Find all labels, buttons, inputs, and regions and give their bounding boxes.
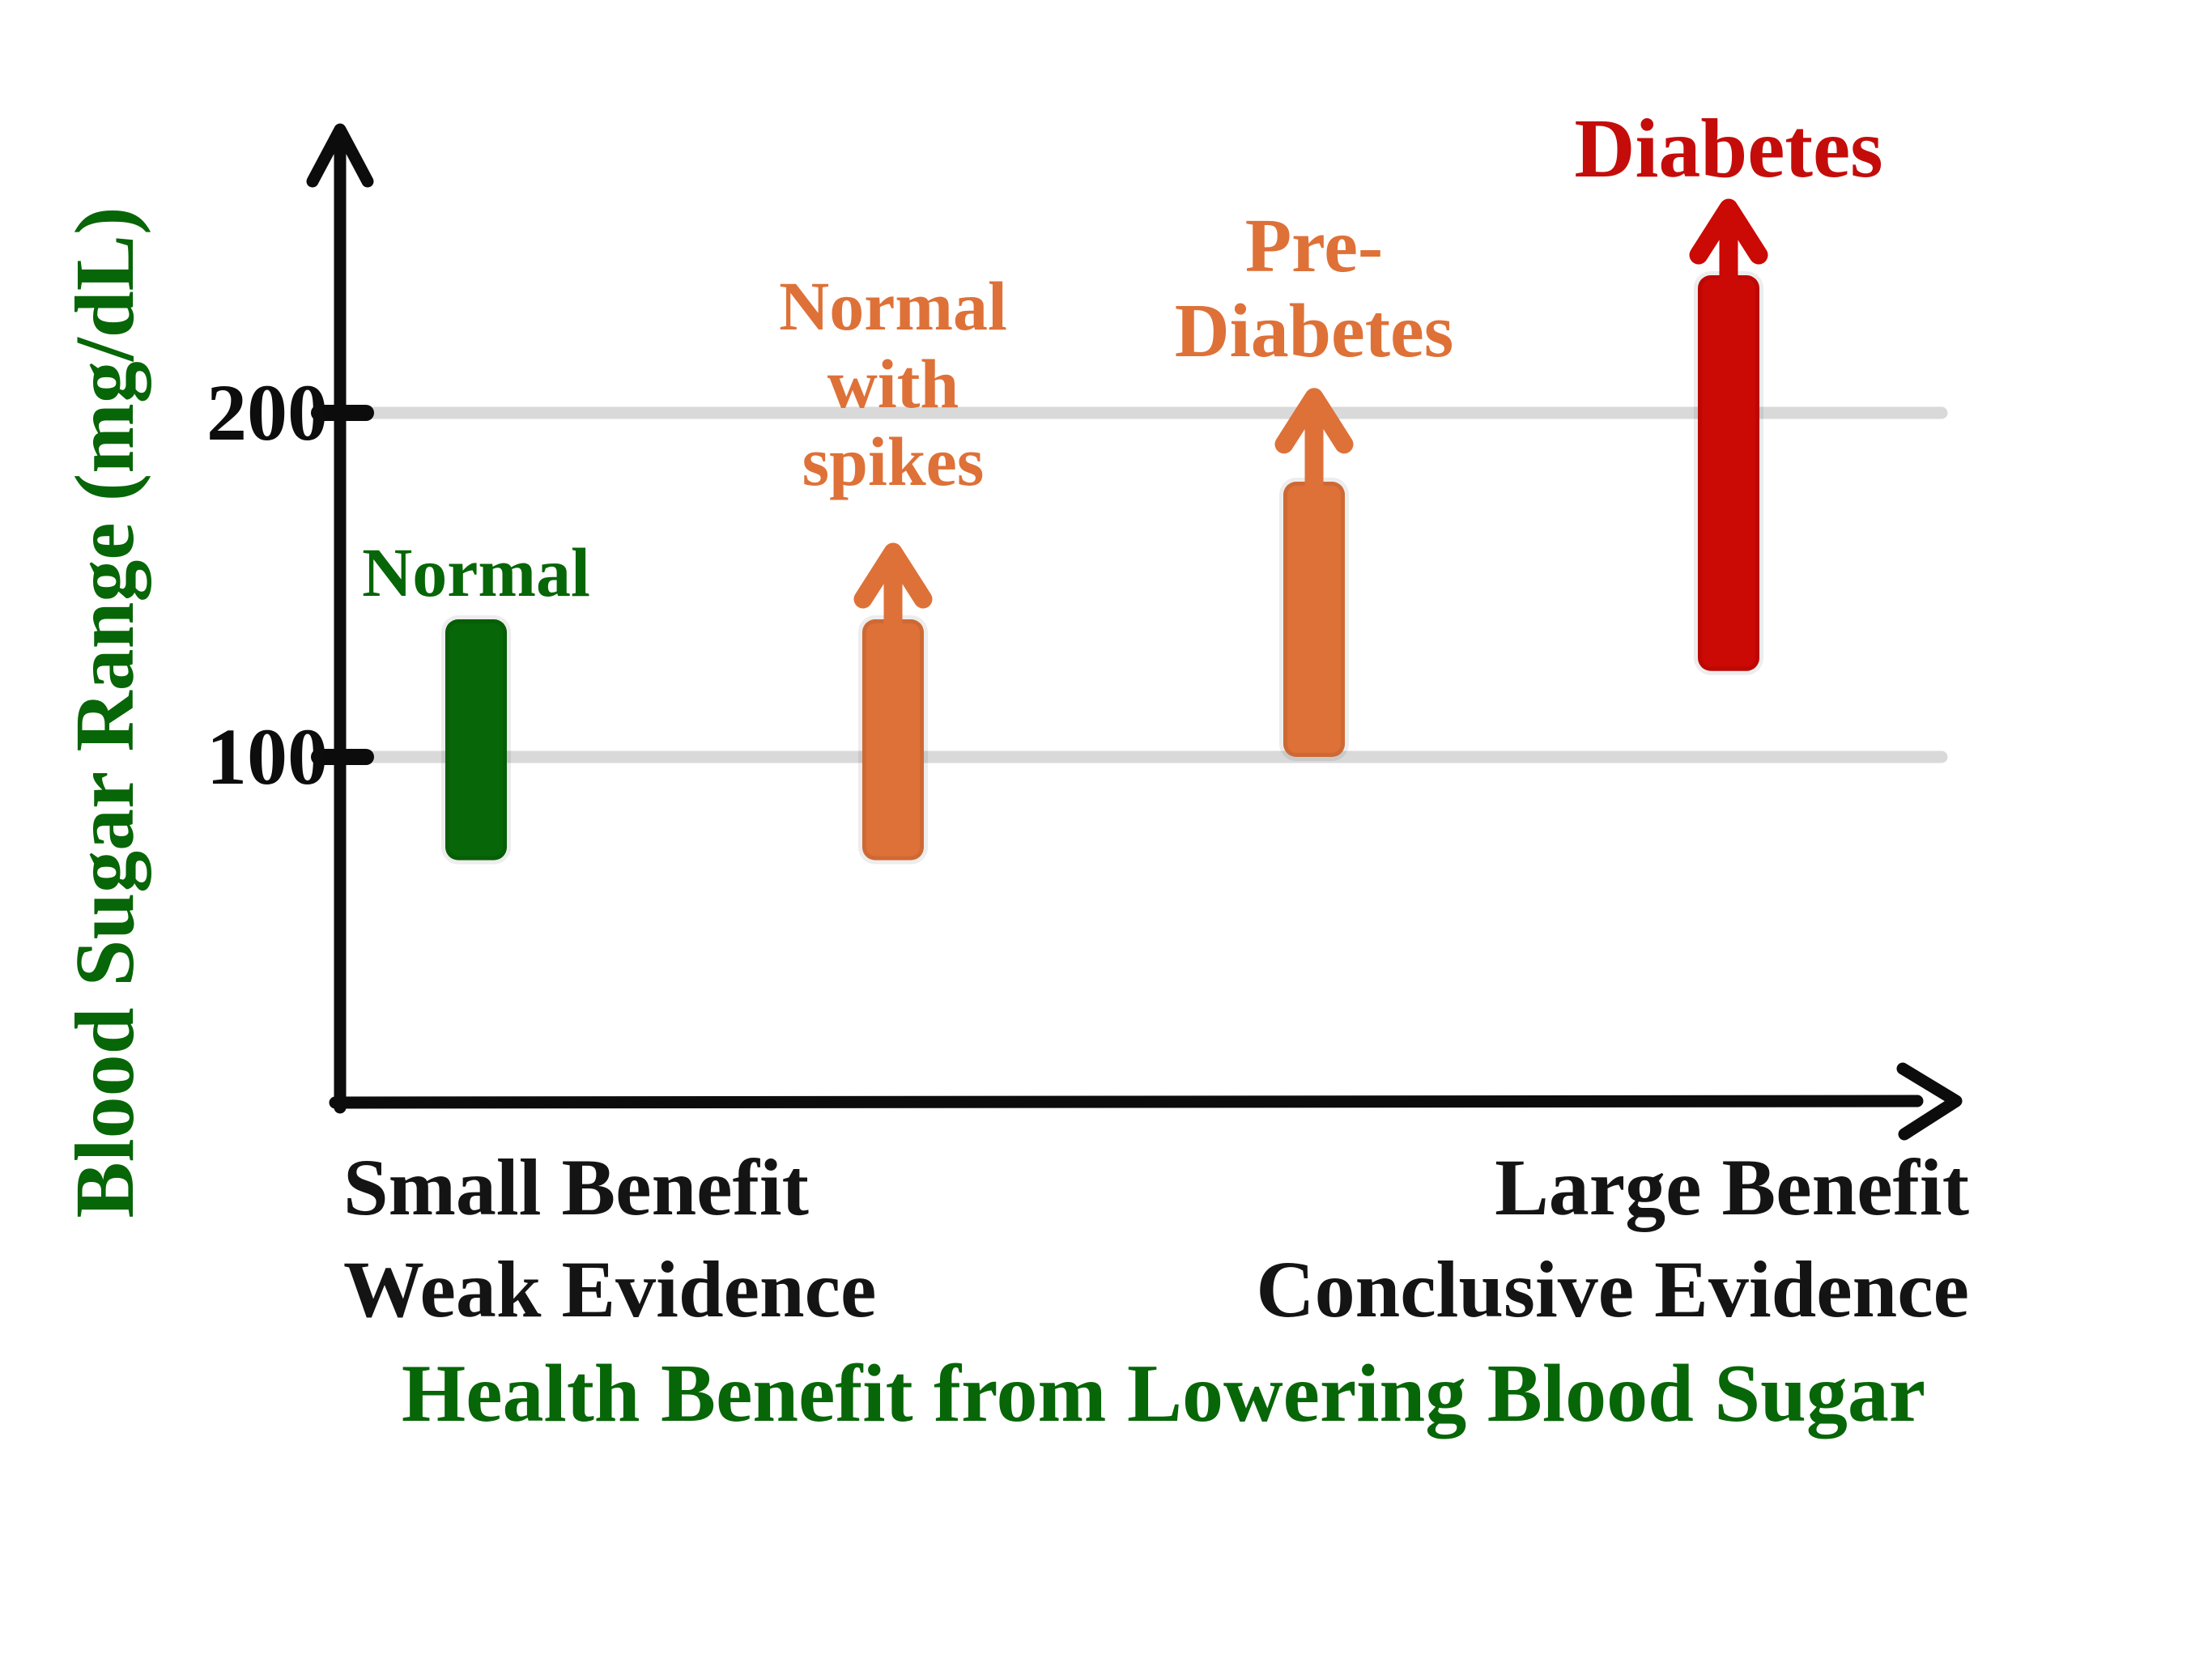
category-label-line: spikes [802,423,985,500]
gridlines-layer [311,405,1948,765]
bar-pre-diabetes [1279,478,1349,761]
category-label-line: Diabetes [1174,289,1454,373]
x-end-label-conclusive-evidence: Conclusive Evidence [1256,1244,1969,1334]
bar-normal [441,615,511,865]
y-axis-title: Blood Sugar Range (mg/dL) [58,206,151,1218]
category-label-normal-with-spikes: Normal with spikes [529,267,1257,500]
category-label-line: Pre- [1244,204,1384,288]
y-axis-arrowhead-icon [306,123,374,188]
axes-layer [306,123,1963,1141]
arrow-head-pre-diabetes-icon [1274,388,1354,454]
x-end-label-small-benefit: Small Benefit [343,1142,809,1232]
category-label-pre-diabetes: Pre- Diabetes [950,204,1678,374]
arrows-layer [853,198,1768,634]
bar-diabetes [1694,271,1763,675]
category-label-line: Normal [779,267,1007,345]
x-axis-line [329,1095,1924,1109]
category-label-line: Normal [362,534,590,611]
category-label-line: with [827,345,959,423]
arrow-head-normal-with-spikes-icon [853,542,933,609]
y-tick-label-100: 100 [206,712,328,801]
x-end-label-weak-evidence: Weak Evidence [343,1244,877,1334]
category-label-line: Diabetes [1574,102,1883,195]
x-end-label-large-benefit: Large Benefit [1495,1142,1969,1232]
arrow-head-diabetes-icon [1689,198,1768,265]
category-label-normal: Normal [112,534,840,611]
x-axis-title: Health Benefit from Lowering Blood Sugar [401,1348,1926,1439]
x-axis-arrowhead-icon [1896,1062,1963,1141]
bar-normal-with-spikes [858,615,928,865]
y-tick-label-200: 200 [206,368,328,457]
category-label-diabetes: Diabetes [1364,102,2093,196]
